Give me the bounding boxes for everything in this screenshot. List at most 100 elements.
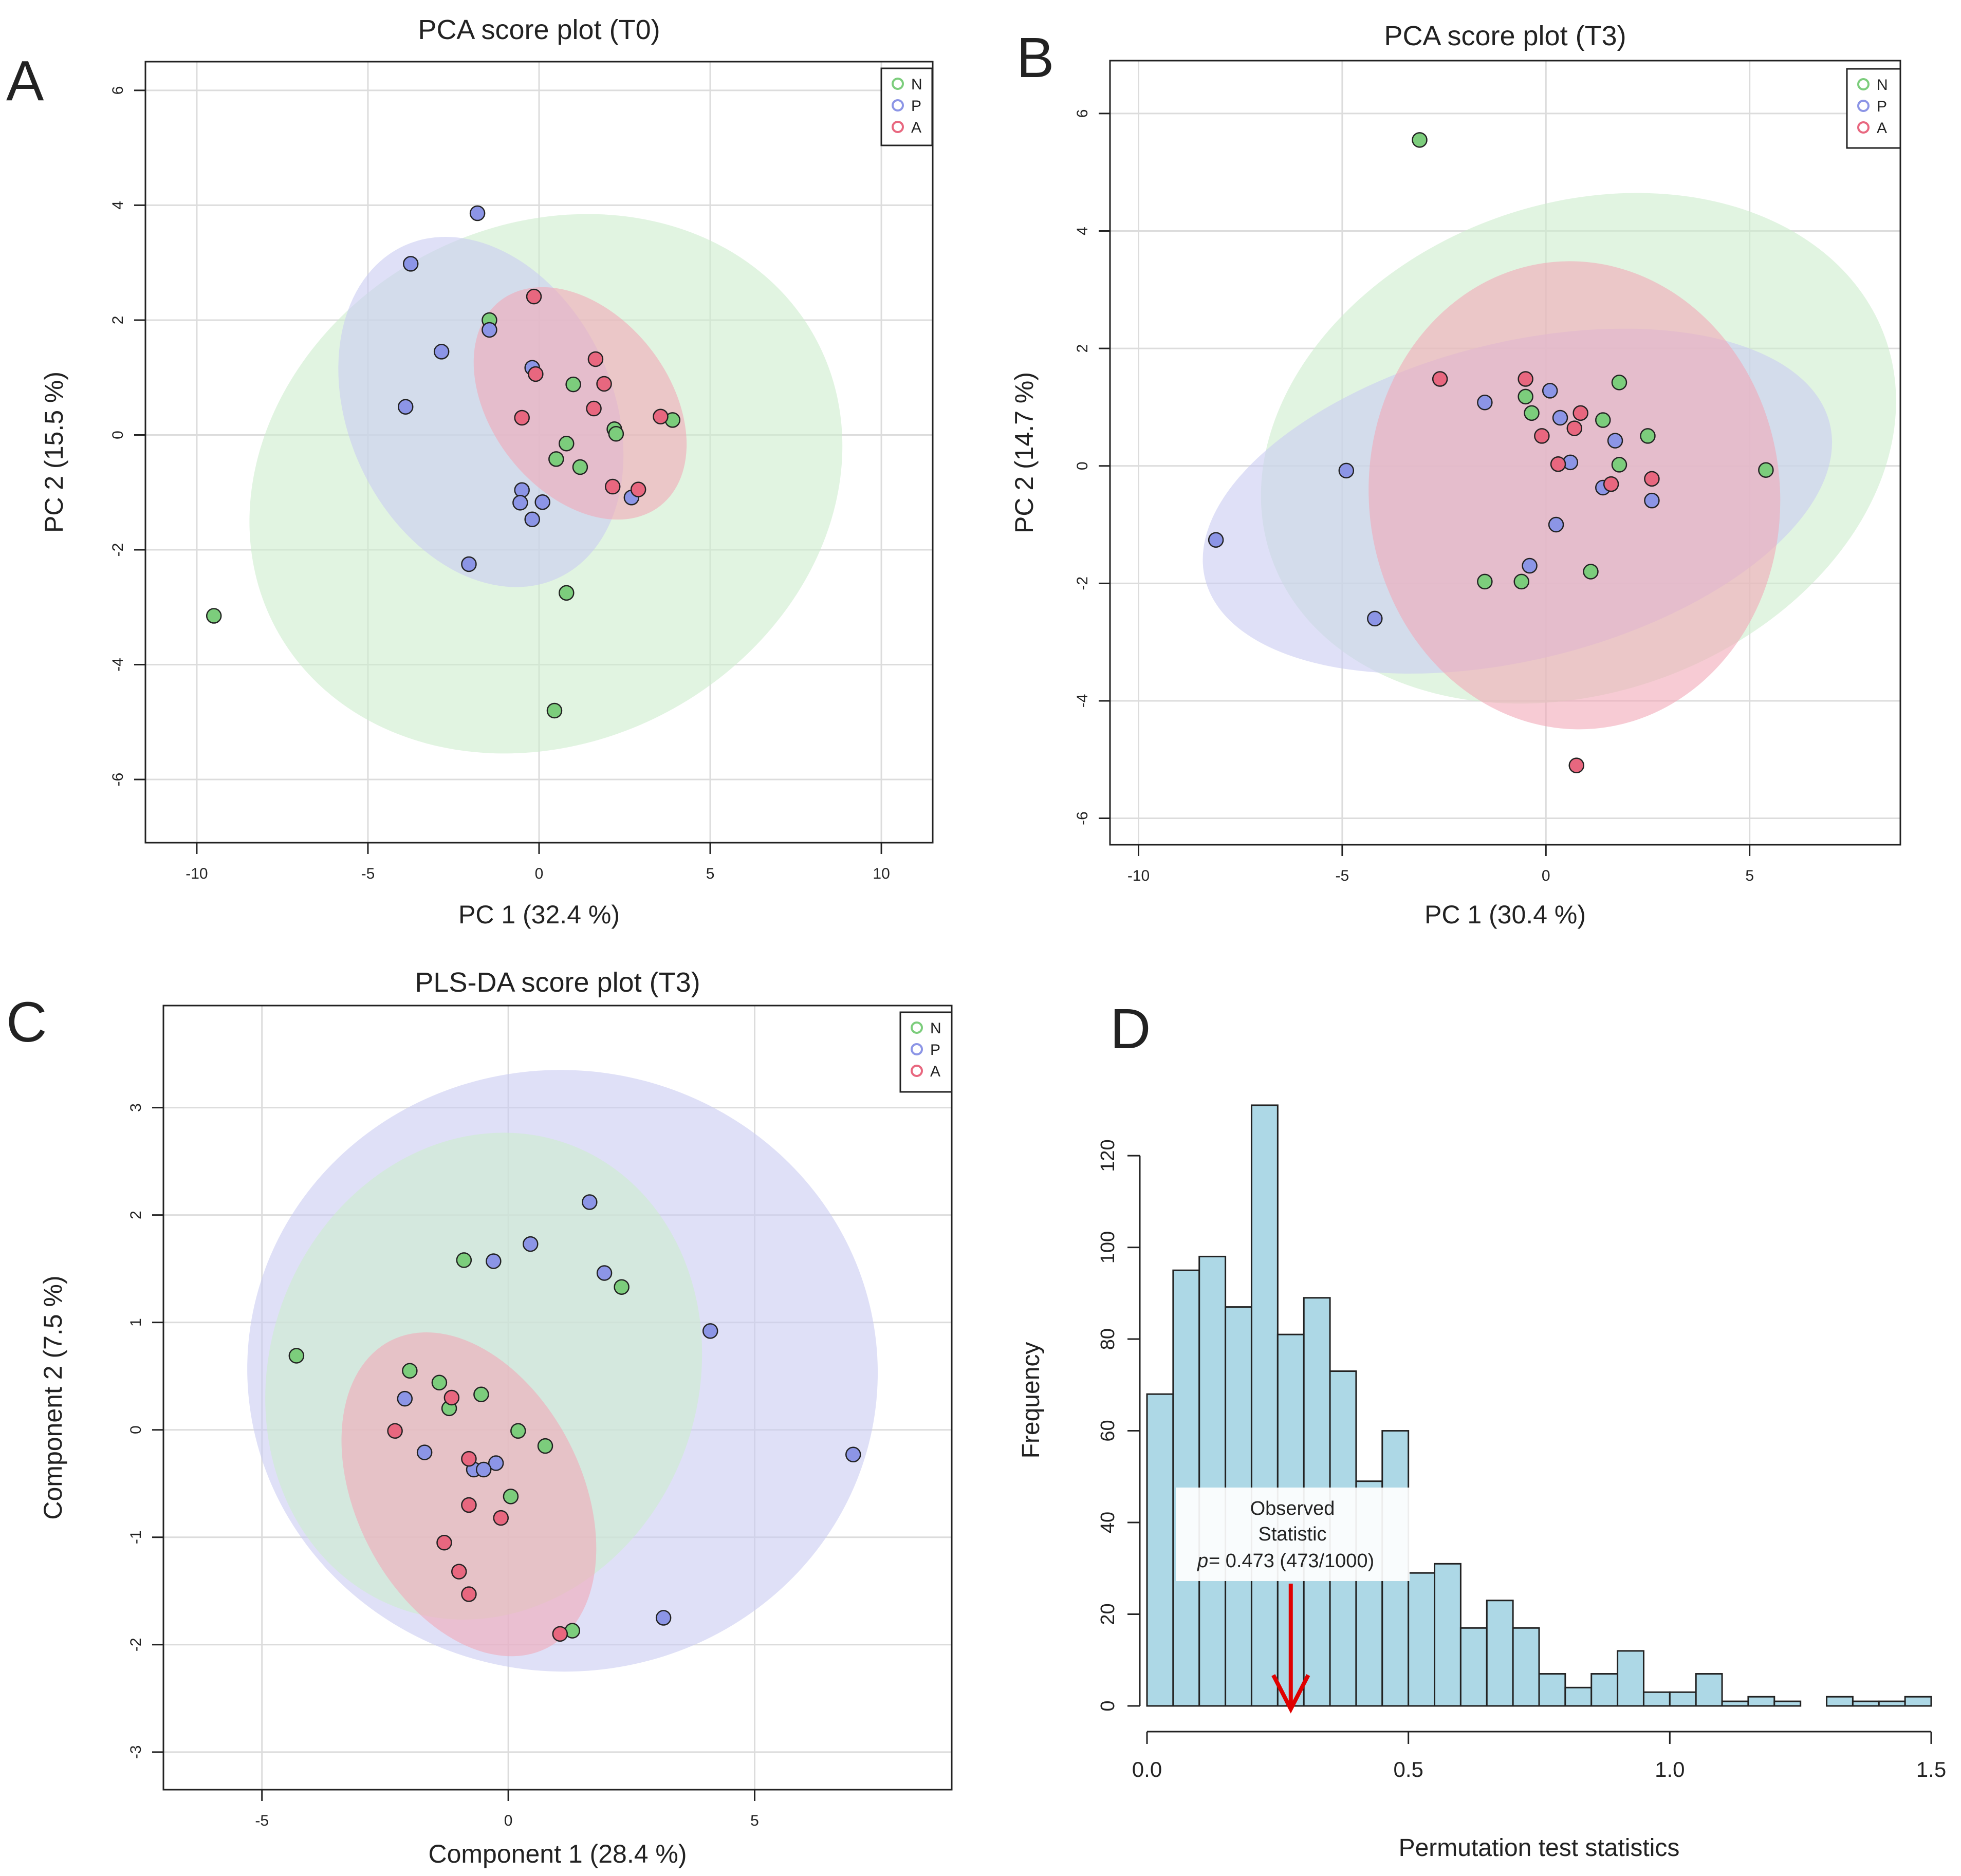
annotation-line-2: Statistic: [1258, 1524, 1326, 1545]
y-tick-label: 6: [1074, 109, 1091, 118]
point-P-10: [1208, 532, 1224, 548]
legend-marker-P: [892, 99, 904, 112]
x-axis-label: Component 1 (28.4 %): [428, 1840, 687, 1868]
y-tick-label: -2: [127, 1638, 144, 1651]
chart-title: PLS-DA score plot (T3): [415, 967, 700, 998]
legend-label-N: N: [911, 76, 922, 93]
ellipse-group: [247, 1070, 878, 1672]
x-tick-label: 0: [1542, 867, 1550, 884]
histogram-bar-29: [1904, 1696, 1932, 1707]
point-A-8: [552, 1626, 568, 1642]
point-A-8: [1568, 757, 1584, 773]
x-tick-label: 1.5: [1916, 1757, 1946, 1781]
legend-label-N: N: [1877, 77, 1888, 94]
x-tick-label: -10: [186, 865, 208, 882]
panel-B: -10 -5 0 5 -6 -4 -2 0 2 4 6 PCA score plot (T3) PC 1…: [1010, 21, 1901, 929]
x-tick-label: -5: [1336, 867, 1349, 884]
point-A-7: [461, 1586, 477, 1602]
histogram-bar-12: [1459, 1627, 1488, 1707]
confidence-ellipse-A: [1368, 261, 1781, 730]
histogram-bar-22: [1721, 1700, 1749, 1707]
y-tick-label: 1: [127, 1318, 144, 1327]
point-N-4: [431, 1375, 448, 1390]
panel-label: B: [1016, 26, 1054, 89]
point-A-6: [451, 1564, 467, 1580]
legend-label-P: P: [911, 98, 921, 115]
point-N-3: [402, 1363, 418, 1379]
histogram-bar-13: [1486, 1600, 1514, 1707]
legend-box: [1846, 68, 1901, 149]
chart-title: PCA score plot (T3): [1384, 21, 1626, 51]
y-tick-label: 0: [127, 1425, 144, 1434]
point-A-2: [587, 351, 604, 367]
confidence-ellipse-A: [473, 287, 687, 520]
legend-label-A: A: [911, 119, 921, 136]
point-A-4: [1534, 428, 1550, 444]
histogram-bar-26: [1826, 1696, 1854, 1707]
point-P-10: [461, 556, 477, 572]
panel-label: A: [6, 49, 44, 113]
histogram-bar-4: [1250, 1104, 1279, 1707]
point-P-8: [534, 494, 550, 510]
point-A-1: [1518, 371, 1533, 387]
ellipse-group: [1202, 193, 1896, 730]
point-N-0: [206, 608, 222, 624]
point-N-8: [1583, 564, 1599, 580]
point-N-6: [1611, 457, 1627, 473]
point-P-6: [397, 1390, 413, 1407]
point-P-10: [475, 1461, 492, 1478]
point-A-4: [586, 400, 602, 417]
legend-label-A: A: [930, 1063, 940, 1080]
point-P-0: [582, 1194, 598, 1210]
point-N-10: [1513, 573, 1529, 590]
point-A-0: [443, 1389, 460, 1406]
histogram-bar-24: [1773, 1700, 1802, 1707]
plot-frame: [1109, 60, 1901, 846]
point-N-5: [1524, 405, 1540, 421]
y-tick-label: 0: [1074, 461, 1091, 470]
point-A-7: [1644, 471, 1660, 487]
y-tick-label: 80: [1097, 1328, 1119, 1350]
y-tick-label: 100: [1097, 1231, 1119, 1264]
x-tick-label: 5: [706, 865, 715, 882]
legend-marker-N: [911, 1021, 923, 1034]
y-tick-label: 2: [109, 316, 126, 325]
y-tick-label: 2: [1074, 344, 1091, 353]
histogram-bar-27: [1852, 1700, 1880, 1707]
y-tick-label: 2: [127, 1211, 144, 1219]
panel-D: 0 20 40 60 80 100 120 0.0 0.5 1.0 1.5 Permutation t…: [1017, 997, 1946, 1862]
point-A-2: [461, 1451, 477, 1467]
point-P-4: [397, 399, 414, 415]
histogram-bar-16: [1564, 1686, 1593, 1707]
point-A-0: [1432, 371, 1448, 387]
legend-label-N: N: [930, 1020, 941, 1037]
point-P-7: [416, 1444, 433, 1460]
x-tick-label: 0: [504, 1812, 513, 1829]
chart-title: PCA score plot (T0): [418, 14, 660, 45]
point-A-7: [604, 478, 621, 495]
point-P-9: [1522, 558, 1538, 574]
histogram-bar-0: [1146, 1393, 1174, 1707]
point-N-6: [548, 451, 564, 467]
point-A-0: [526, 288, 542, 305]
y-tick-label: -4: [1074, 694, 1091, 708]
legend: NPA: [1846, 68, 1901, 149]
point-N-2: [1595, 412, 1611, 428]
x-axis-label: PC 1 (30.4 %): [1424, 900, 1586, 929]
point-P-7: [512, 495, 528, 511]
y-tick-label: -3: [127, 1745, 144, 1759]
confidence-ellipse-A: [341, 1332, 597, 1657]
histogram-bar-10: [1408, 1572, 1436, 1707]
x-tick-label: -10: [1127, 867, 1150, 884]
point-N-1: [1611, 375, 1627, 391]
point-N-4: [1518, 388, 1533, 405]
legend-box: [880, 67, 933, 146]
legend-box: [899, 1011, 953, 1093]
point-A-4: [493, 1510, 509, 1526]
histogram-bar-28: [1878, 1700, 1906, 1707]
point-P-3: [482, 322, 497, 338]
legend: NPA: [880, 67, 933, 146]
point-N-0: [1412, 132, 1428, 148]
point-A-3: [596, 376, 612, 392]
